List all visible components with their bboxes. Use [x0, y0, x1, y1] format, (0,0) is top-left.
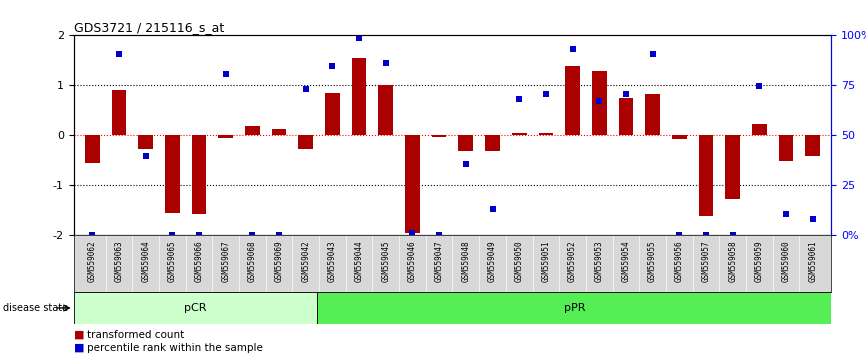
Text: GDS3721 / 215116_s_at: GDS3721 / 215116_s_at [74, 21, 223, 34]
Text: GSM559060: GSM559060 [781, 240, 791, 281]
Bar [325, 93, 339, 136]
Point [699, 233, 713, 238]
Text: GSM559062: GSM559062 [87, 240, 97, 281]
Text: GSM559049: GSM559049 [488, 240, 497, 281]
Bar [165, 136, 179, 213]
Text: GSM559054: GSM559054 [622, 240, 630, 281]
Bar [139, 136, 153, 149]
Bar [432, 136, 447, 137]
Bar [512, 133, 527, 136]
Point [139, 154, 152, 159]
Point [619, 92, 633, 97]
Bar [245, 126, 260, 136]
Text: GSM559065: GSM559065 [168, 240, 177, 281]
Bar [74, 292, 317, 324]
Bar [779, 136, 793, 161]
Point [165, 233, 179, 238]
Text: GSM559048: GSM559048 [462, 240, 470, 281]
Point [539, 92, 553, 97]
Text: GSM559047: GSM559047 [435, 240, 443, 281]
Point [805, 217, 819, 222]
Bar [405, 136, 420, 233]
Bar [726, 136, 740, 199]
Bar [672, 136, 687, 139]
Bar [485, 136, 500, 152]
Text: disease state: disease state [3, 303, 68, 313]
Point [272, 233, 286, 238]
Text: GSM559058: GSM559058 [728, 240, 737, 281]
Point [352, 35, 366, 41]
Text: GSM559069: GSM559069 [275, 240, 283, 281]
Text: GSM559064: GSM559064 [141, 240, 150, 281]
Point [646, 52, 660, 57]
Point [378, 60, 392, 66]
Bar [378, 85, 393, 136]
Point [112, 52, 126, 57]
Bar [272, 130, 287, 136]
Text: GSM559050: GSM559050 [514, 240, 524, 281]
Bar [618, 98, 633, 136]
Point [753, 84, 766, 89]
Bar [565, 67, 580, 136]
Bar [591, 72, 606, 136]
Text: GSM559066: GSM559066 [195, 240, 204, 281]
Text: GSM559051: GSM559051 [541, 240, 551, 281]
Text: GSM559044: GSM559044 [354, 240, 364, 281]
Text: transformed count: transformed count [87, 330, 184, 339]
Text: GSM559067: GSM559067 [221, 240, 230, 281]
Text: pPR: pPR [564, 303, 585, 313]
Bar [805, 136, 820, 156]
Point [592, 98, 606, 104]
Bar [85, 136, 100, 163]
Bar [218, 136, 233, 138]
Bar [752, 124, 766, 136]
Text: GSM559068: GSM559068 [248, 240, 257, 281]
Text: GSM559043: GSM559043 [328, 240, 337, 281]
Point [432, 233, 446, 238]
Bar [317, 292, 831, 324]
Text: GSM559059: GSM559059 [755, 240, 764, 281]
Point [726, 233, 740, 238]
Text: pCR: pCR [184, 303, 207, 313]
Text: GSM559063: GSM559063 [114, 240, 124, 281]
Text: ■: ■ [74, 330, 84, 339]
Text: GSM559046: GSM559046 [408, 240, 417, 281]
Bar [539, 133, 553, 136]
Point [86, 233, 100, 238]
Text: GSM559061: GSM559061 [808, 240, 818, 281]
Bar [645, 95, 660, 136]
Text: GSM559055: GSM559055 [648, 240, 657, 281]
Text: GSM559053: GSM559053 [595, 240, 604, 281]
Point [245, 233, 259, 238]
Text: GSM559056: GSM559056 [675, 240, 684, 281]
Text: GSM559042: GSM559042 [301, 240, 310, 281]
Bar [112, 90, 126, 136]
Point [513, 97, 527, 102]
Bar [699, 136, 714, 216]
Point [565, 47, 579, 52]
Bar [458, 136, 473, 152]
Bar [352, 58, 366, 136]
Point [192, 233, 206, 238]
Text: GSM559045: GSM559045 [381, 240, 391, 281]
Point [405, 230, 419, 236]
Bar [299, 136, 313, 149]
Point [779, 212, 793, 217]
Text: ■: ■ [74, 343, 84, 353]
Text: GSM559052: GSM559052 [568, 240, 577, 281]
Point [219, 72, 233, 77]
Text: percentile rank within the sample: percentile rank within the sample [87, 343, 262, 353]
Point [326, 64, 339, 69]
Bar [191, 136, 206, 215]
Text: GSM559057: GSM559057 [701, 240, 710, 281]
Point [459, 161, 473, 167]
Point [299, 87, 313, 92]
Point [672, 233, 686, 238]
Point [486, 207, 500, 212]
